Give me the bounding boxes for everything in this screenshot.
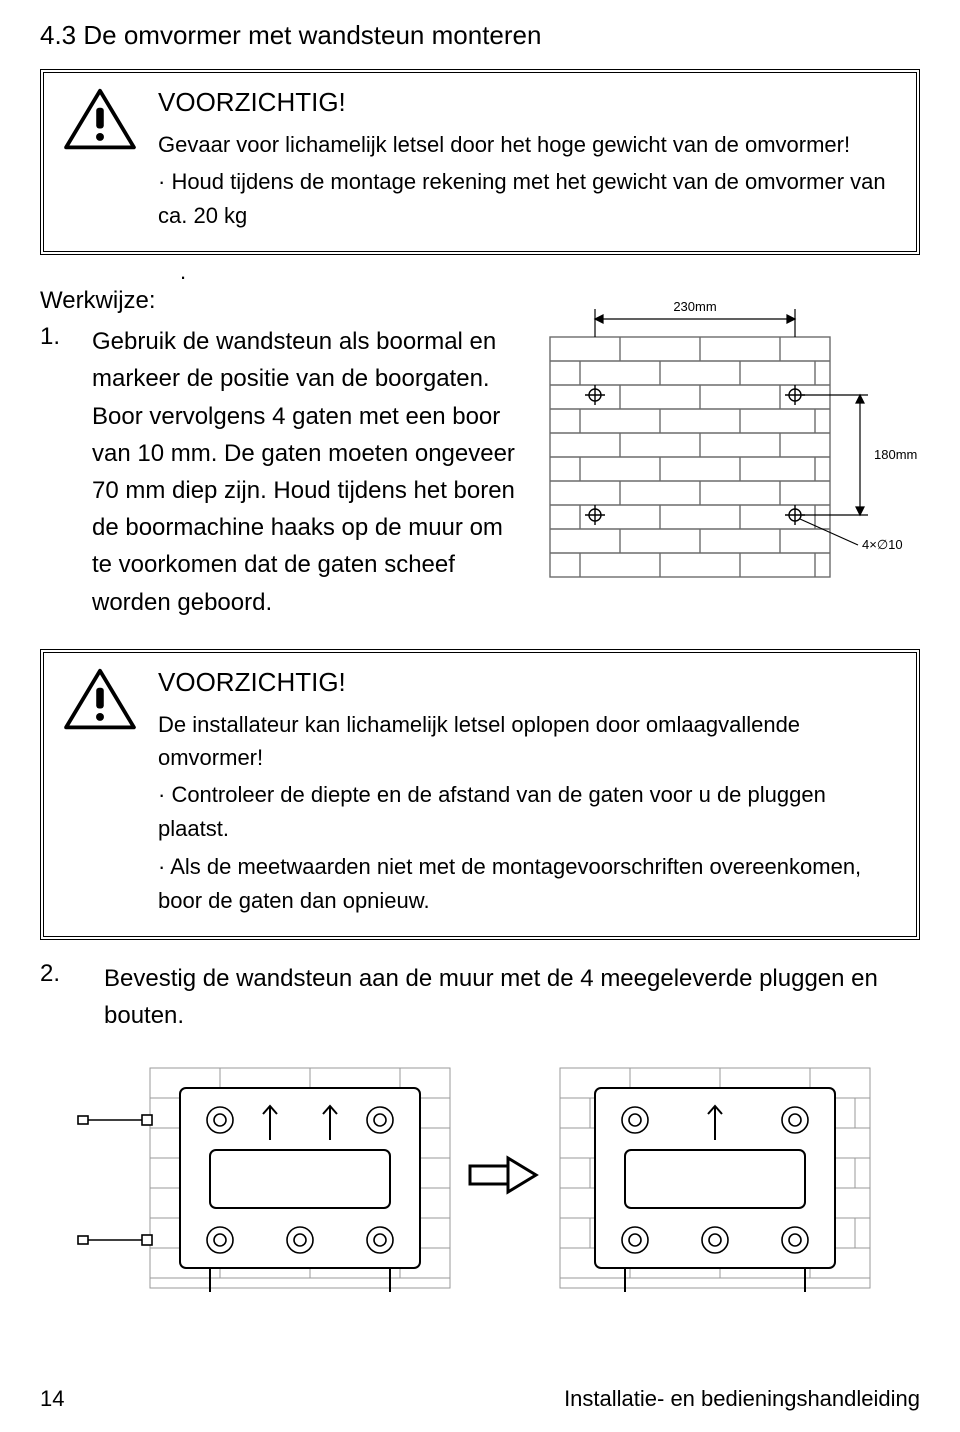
manual-page: 4.3 De omvormer met wandsteun monteren V… xyxy=(0,0,960,1432)
page-number: 14 xyxy=(40,1386,64,1412)
caution-bullet-2a: · Controleer de diepte en de afstand van… xyxy=(158,778,896,846)
dim-height-label: 180mm xyxy=(874,447,917,462)
caution-box-2: VOORZICHTIG! De installateur kan lichame… xyxy=(40,649,920,940)
step-number: 1. xyxy=(40,323,74,351)
step-number: 2. xyxy=(40,960,86,988)
caution-title-1: VOORZICHTIG! xyxy=(158,87,896,118)
warning-triangle-icon xyxy=(62,667,138,733)
wall-bracket-mounting-diagram xyxy=(40,1048,920,1313)
caution-text-2: De installateur kan lichamelijk letsel o… xyxy=(158,708,896,774)
step-1: 1. Gebruik de wandsteun als boormal en m… xyxy=(40,323,520,621)
step-text: Bevestig de wandsteun aan de muur met de… xyxy=(104,960,920,1034)
document-title: Installatie- en bedieningshandleiding xyxy=(564,1386,920,1412)
caution-box-1: VOORZICHTIG! Gevaar voor lichamelijk let… xyxy=(40,69,920,255)
step-text: Gebruik de wandsteun als boormal en mark… xyxy=(92,323,520,621)
warning-triangle-icon xyxy=(62,87,138,153)
holes-spec-label: 4×∅10 xyxy=(862,537,903,552)
caution-bullet-1: · Houd tijdens de montage rekening met h… xyxy=(158,165,896,233)
wall-drilling-diagram: 230mm 180mm 4×∅10 xyxy=(540,287,920,592)
section-heading: 4.3 De omvormer met wandsteun monteren xyxy=(40,20,920,51)
caution-text-1: Gevaar voor lichamelijk letsel door het … xyxy=(158,128,896,161)
stray-dot: . xyxy=(40,259,920,285)
caution-bullet-2b: · Als de meetwaarden niet met de montage… xyxy=(158,850,896,918)
page-footer: 14 Installatie- en bedieningshandleiding xyxy=(40,1386,920,1412)
caution-title-2: VOORZICHTIG! xyxy=(158,667,896,698)
dim-width-label: 230mm xyxy=(673,299,716,314)
step-2: 2. Bevestig de wandsteun aan de muur met… xyxy=(40,960,920,1034)
